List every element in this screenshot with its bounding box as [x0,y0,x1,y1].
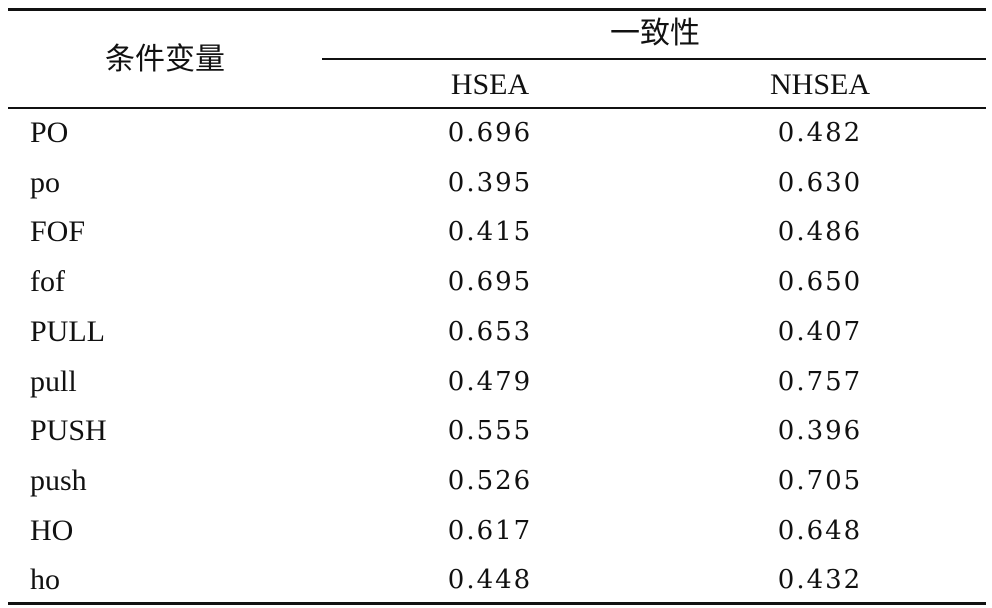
cell-value: 0.555 [447,416,533,447]
row-label: ho [30,563,60,597]
cell-value: 0.486 [777,217,863,248]
row-label: PO [30,116,69,149]
cell-value: 0.407 [777,316,863,347]
cell-value: 0.705 [777,465,863,496]
group-rule [322,58,986,60]
cell-value: 0.448 [447,565,533,596]
cell-value: 0.695 [447,267,533,298]
row-label: HO [30,513,74,547]
cell-value: 0.479 [447,366,533,397]
bottom-rule [8,602,986,605]
cell-value: 0.432 [777,565,863,596]
top-rule [8,8,986,11]
row-label: FOF [30,215,86,249]
cell-value: 0.648 [777,515,863,546]
header-rule [8,107,986,109]
row-label: po [30,165,60,199]
row-label: PUSH [30,414,107,448]
cell-value: 0.630 [777,167,863,198]
cell-value: 0.396 [777,416,863,447]
column-header: NHSEA [769,68,871,101]
cell-value: 0.757 [777,366,863,397]
row-label: fof [30,265,65,299]
cell-value: 0.415 [447,217,533,248]
cell-value: 0.482 [777,118,863,148]
column-header: HSEA [450,68,530,101]
cell-value: 0.696 [447,118,533,148]
cell-value: 0.395 [447,167,533,198]
cell-value: 0.526 [447,465,533,496]
group-header: 一致性 [610,17,700,50]
row-label: push [30,463,87,497]
cell-value: 0.653 [447,316,533,347]
row-label: PULL [30,314,105,348]
row-header: 条件变量 [105,43,225,76]
cell-value: 0.650 [777,267,863,298]
cell-value: 0.617 [447,515,533,546]
row-label: pull [30,364,77,398]
